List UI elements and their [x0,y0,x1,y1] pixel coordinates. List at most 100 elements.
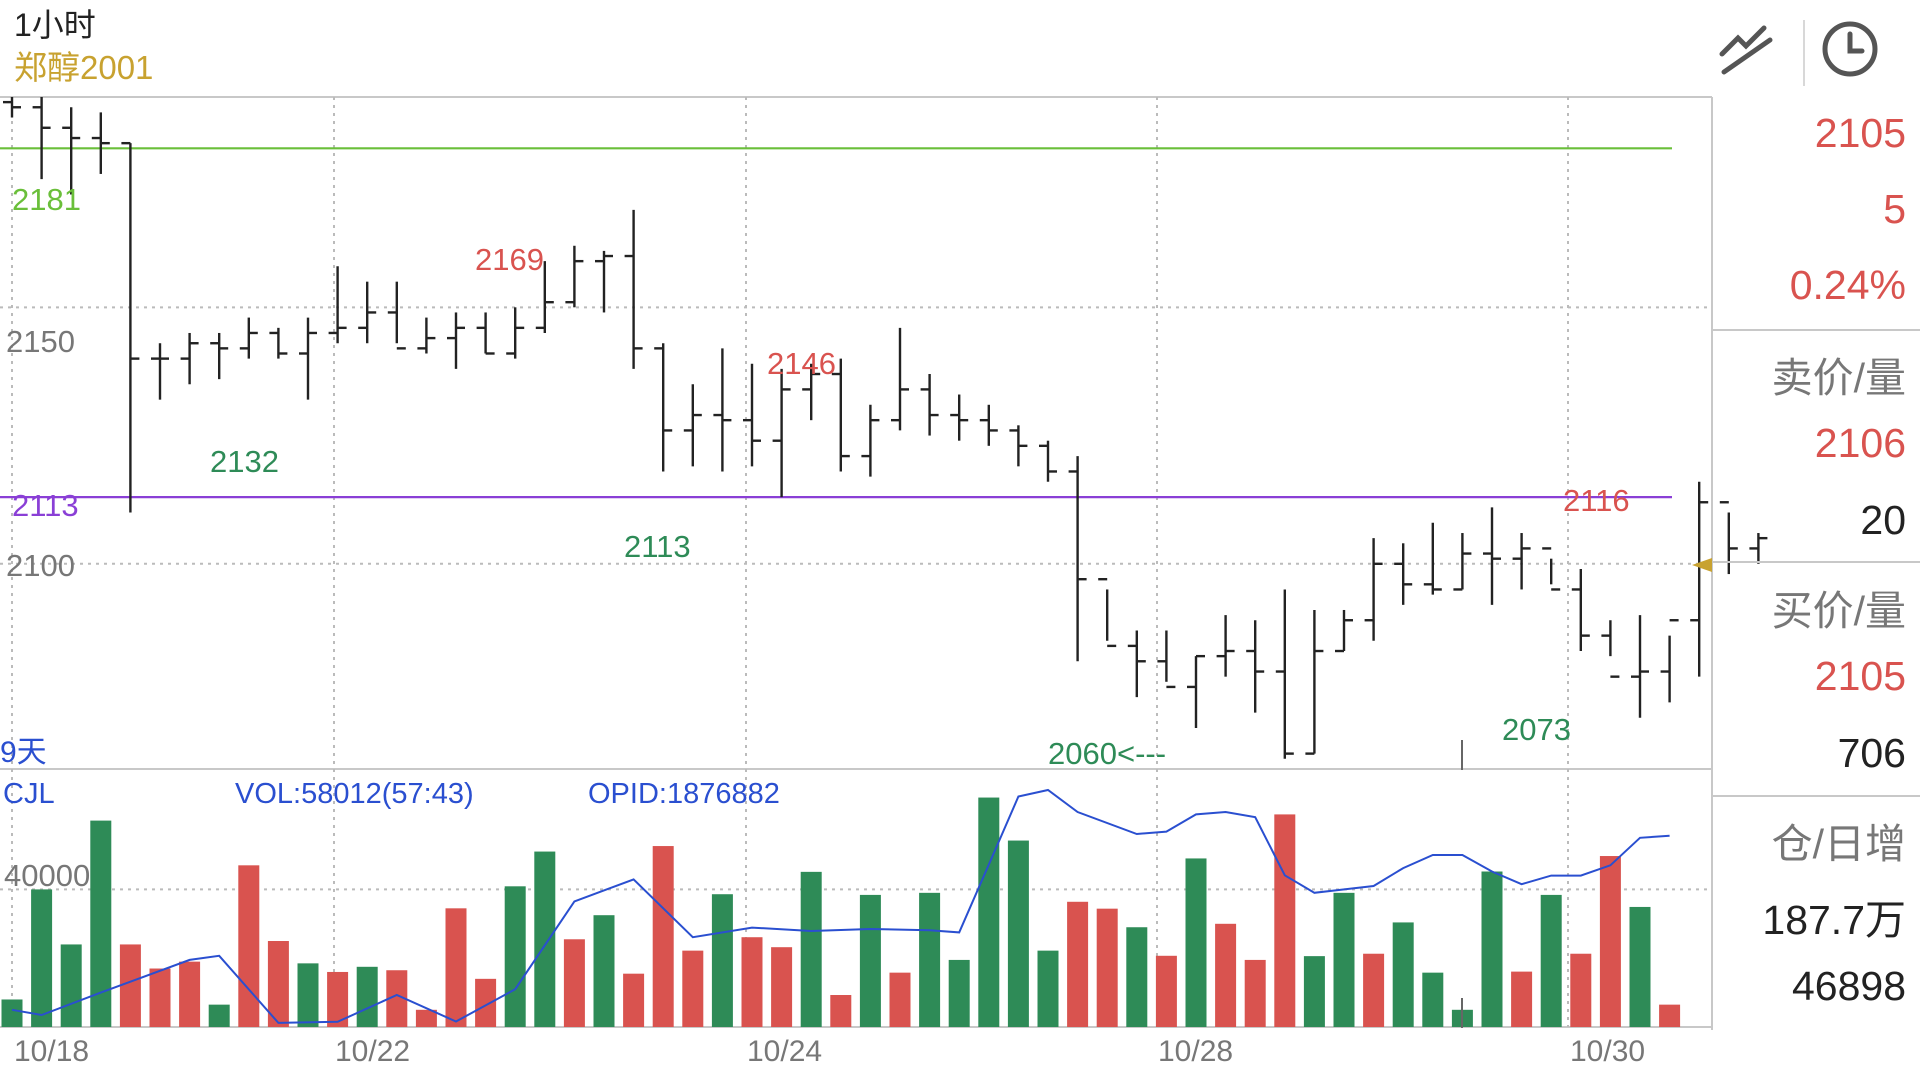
ohlc-bar [1157,630,1176,689]
ohlc-bar [62,107,81,195]
ohlc-bar [1542,547,1561,591]
ohlc-bar [743,363,761,467]
ohlc-bar [802,363,821,421]
ohlc-bar [1453,533,1472,591]
annotation-high: 2116 [1563,483,1630,518]
ohlc-bar [713,348,732,472]
bid-volume: 706 [1837,730,1906,776]
ohlc-bar [506,307,525,359]
ohlc-bar [1631,615,1649,718]
annotation-high: 2146 [767,346,836,381]
volume-bar [534,851,556,1027]
open-interest-value: 187.7万 [1762,897,1906,943]
annotation-low: 2132 [210,444,279,479]
volume-bar [889,972,911,1027]
ohlc-bar [1483,507,1501,605]
ohlc-bar [595,250,613,313]
ohlc-bar [1719,501,1738,575]
ohlc-bar [950,394,969,441]
volume-bar [623,973,645,1027]
indicator-name[interactable]: CJL [3,778,55,810]
y-tick-label-2100: 2100 [6,548,75,583]
open-interest-label-cn: 仓/日增 [1771,821,1906,867]
x-tick-label-1018: 10/18 [14,1035,89,1068]
volume-bar [1540,894,1562,1027]
volume-bar [1392,922,1414,1027]
ohlc-bar [269,327,288,359]
open-interest-change: 46898 [1791,963,1906,1009]
clock-icon[interactable] [1815,14,1885,84]
volume-tick-label: 40000 [4,858,90,893]
ohlc-bar [1335,609,1353,653]
ohlc-bar [1512,533,1531,590]
period-days-label: 9天 [0,736,47,769]
volume-bar [31,889,53,1027]
ohlc-bar [535,261,554,333]
ohlc-bar [624,209,643,369]
symbol-label[interactable]: 郑醇2001 [14,49,153,86]
ohlc-bar [565,245,584,308]
ask-volume: 20 [1860,497,1906,543]
ohlc-bar [328,266,347,344]
bid-label: 买价/量 [1771,588,1906,634]
ohlc-bar [121,141,140,513]
ohlc-bar [979,404,998,446]
ohlc-bar [358,281,377,344]
grid [0,97,1712,1027]
volume-bar [978,797,1000,1027]
ohlc-bar [831,358,850,472]
open-interest-label: OPID:1876882 [588,778,780,810]
ohlc-bar [299,317,317,400]
volume-bar [1215,923,1237,1027]
ohlc-bar [151,343,169,400]
ohlc-bar [1423,522,1442,595]
volume-bar [771,947,793,1027]
volume-bar [267,941,289,1027]
ask-label: 卖价/量 [1771,355,1906,401]
volume-bar [1481,871,1503,1027]
ohlc-bar [180,332,199,385]
period-label[interactable]: 1小时 [14,7,96,43]
annotation-low: 2060<--- [1048,736,1166,771]
volume-bar [1185,858,1207,1027]
volume-bar [327,971,349,1027]
green-line-label: 2181 [12,182,81,217]
quote-divider-2 [1712,561,1920,563]
drawing-tool-icon[interactable] [1712,14,1782,84]
x-tick-label-1024: 10/24 [747,1035,822,1068]
ohlc-bar [32,97,51,180]
ohlc-bar [1601,620,1620,678]
volume-bar [504,886,526,1027]
volume-bar [90,820,112,1027]
volume-average-line [11,788,1670,1024]
ohlc-bar [1068,456,1087,662]
volume-bar [1303,956,1325,1027]
reference-lines [0,147,1672,499]
volume-bar [1570,953,1592,1027]
ohlc-bar [447,312,465,369]
ohlc-bar [1098,577,1117,648]
quote-divider-3 [1712,795,1920,797]
volume-bar [445,908,467,1027]
ohlc-bar [1009,425,1028,467]
volume-bar [179,961,201,1027]
ohlc-bar [1690,481,1709,677]
volume-bar [800,871,822,1027]
ohlc-bar [1039,440,1057,482]
price-change: 5 [1883,186,1906,232]
ohlc-bar [891,327,909,431]
ohlc-bar [417,317,436,354]
ohlc-bar [1305,609,1324,755]
current-price-marker [1692,558,1712,572]
volume-bar [830,995,852,1027]
volume-bar [119,944,141,1027]
ohlc-bar [210,332,229,380]
volume-bar [1155,955,1177,1027]
volume-bar [1363,953,1385,1027]
y-tick-label-2150: 2150 [6,324,75,359]
volume-bar [1599,856,1621,1027]
volume-bar [238,865,260,1027]
volume-bar [948,959,970,1027]
volume-bar [1659,1004,1681,1027]
